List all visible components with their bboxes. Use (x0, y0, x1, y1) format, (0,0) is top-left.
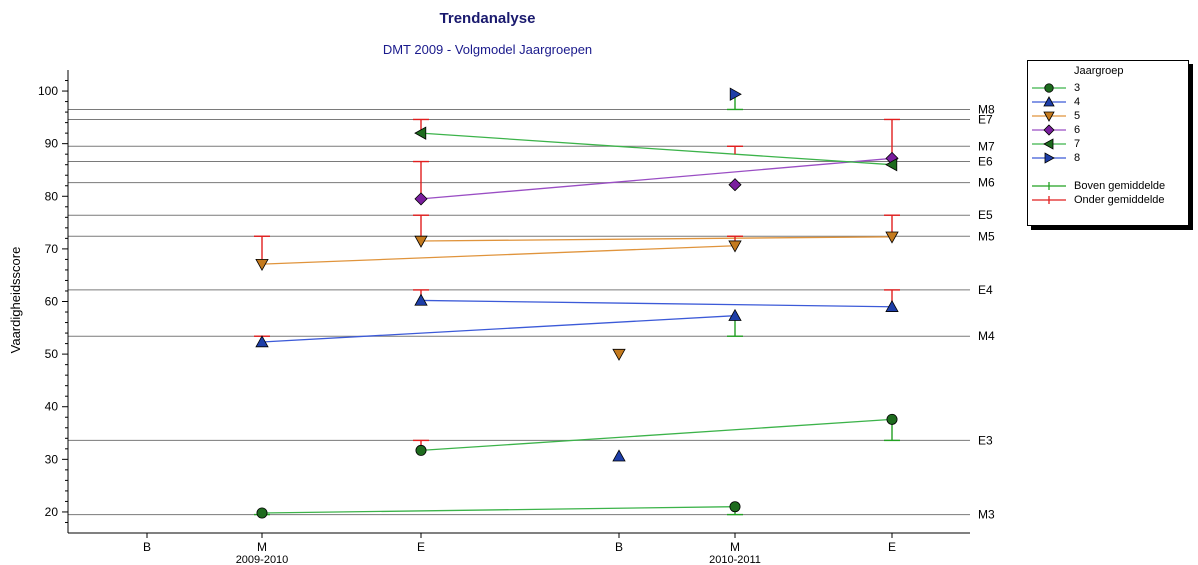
chart-title: Trendanalyse (439, 10, 536, 27)
series-4-line (420, 299, 893, 308)
series-5-point (885, 231, 899, 244)
reference-label-m8: M8 (978, 102, 995, 116)
legend-swatch-marker (1044, 83, 1054, 93)
series-5-point (728, 240, 742, 253)
series-5-line (261, 245, 736, 265)
y-tick-label: 50 (45, 347, 59, 361)
series-4-point (414, 293, 428, 306)
series-7-line (420, 132, 893, 166)
legend-swatch (1032, 111, 1066, 122)
legend-item-error-0: Boven gemiddelde (1028, 179, 1188, 193)
reference-label-m3: M3 (978, 508, 995, 522)
reference-label-e5: E5 (978, 208, 993, 222)
legend-swatch (1032, 196, 1066, 204)
x-tick-label: E (417, 540, 425, 554)
legend-item-error-1: Onder gemiddelde (1028, 193, 1188, 207)
y-tick-label: 100 (38, 84, 58, 98)
legend-label: 8 (1074, 152, 1081, 164)
series-3-line (261, 506, 736, 514)
series-3-point (256, 507, 268, 519)
legend-label: 3 (1074, 82, 1081, 94)
reference-label-e4: E4 (978, 283, 993, 297)
reference-label-m5: M5 (978, 229, 995, 243)
legend-label: Onder gemiddelde (1074, 194, 1165, 206)
legend-swatch-marker (1043, 124, 1055, 136)
series-5-point (612, 348, 626, 361)
reference-label-m7: M7 (978, 139, 995, 153)
x-tick-label: M (730, 540, 740, 554)
legend-item-3: 3 (1028, 81, 1188, 95)
legend-swatch-marker (1043, 138, 1054, 150)
reference-label-e6: E6 (978, 155, 993, 169)
legend-item-8: 8 (1028, 151, 1188, 165)
series-4-line (261, 315, 736, 343)
y-tick-label: 20 (45, 505, 59, 519)
legend-swatch-marker (1043, 111, 1055, 122)
legend-label: 4 (1074, 96, 1081, 108)
series-5-point (414, 235, 428, 248)
series-7-point (414, 126, 427, 140)
series-3-point (886, 413, 898, 425)
error-bars (254, 94, 900, 516)
series-6-point (728, 178, 742, 192)
y-tick-label: 40 (45, 400, 59, 414)
legend-swatch (1032, 124, 1066, 136)
legend-item-4: 4 (1028, 95, 1188, 109)
reference-label-e7: E7 (978, 112, 993, 126)
y-tick-label: 90 (45, 137, 59, 151)
x-year-label: 2010-2011 (709, 554, 761, 565)
y-tick-label: 70 (45, 242, 59, 256)
legend-swatch (1032, 152, 1066, 164)
x-tick-label: M (257, 540, 267, 554)
series-6-point (414, 192, 428, 206)
reference-label-e3: E3 (978, 433, 993, 447)
series-5-line (420, 236, 893, 242)
legend-item-5: 5 (1028, 109, 1188, 123)
legend: Jaargroep 3 4 5 6 7 8 Boven gemiddelde Onder ge… (1027, 60, 1189, 226)
legend-swatch-marker (1044, 152, 1055, 164)
y-tick-label: 30 (45, 452, 59, 466)
legend-swatch (1032, 182, 1066, 190)
legend-label: 5 (1074, 110, 1081, 122)
legend-label: Boven gemiddelde (1074, 180, 1166, 192)
legend-label: 7 (1074, 138, 1081, 150)
series-7-point (885, 158, 898, 172)
series-3-point (415, 444, 427, 456)
legend-swatch (1032, 138, 1066, 150)
legend-item-6: 6 (1028, 123, 1188, 137)
series-4-point (885, 299, 899, 312)
series-4-point (728, 308, 742, 321)
y-axis-label: Vaardigheidsscore (8, 247, 23, 354)
series-4-point (255, 335, 269, 348)
legend-swatch-marker (1043, 96, 1055, 107)
series-lines (261, 132, 893, 514)
x-tick-label: B (143, 540, 151, 554)
reference-label-m6: M6 (978, 176, 995, 190)
legend-title: Jaargroep (1074, 65, 1124, 77)
series-markers (255, 87, 899, 519)
series-3-point (729, 501, 741, 513)
series-6-line (420, 157, 893, 200)
reference-label-m4: M4 (978, 329, 995, 343)
x-year-label: 2009-2010 (236, 554, 289, 565)
legend-swatch (1032, 83, 1066, 93)
legend-item-7: 7 (1028, 137, 1188, 151)
series-5-point (255, 258, 269, 271)
x-tick-label: B (615, 540, 623, 554)
series-3-line (420, 418, 893, 452)
x-tick-label: E (888, 540, 896, 554)
legend-label: 6 (1074, 124, 1081, 136)
legend-swatch (1032, 96, 1066, 107)
series-4-point (612, 449, 626, 462)
y-tick-label: 80 (45, 189, 59, 203)
chart-subtitle: DMT 2009 - Volgmodel Jaargroepen (382, 42, 593, 57)
y-tick-label: 60 (45, 295, 59, 309)
series-8-point (729, 87, 742, 101)
